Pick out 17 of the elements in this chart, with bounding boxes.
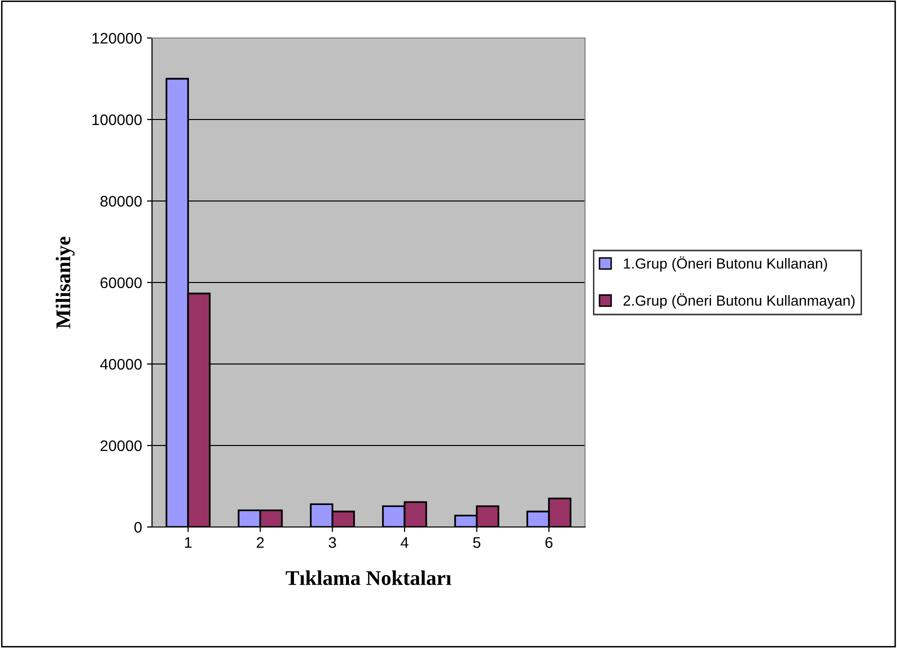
legend-label: 2.Grup (Öneri Butonu Kullanmayan) [624,293,855,309]
x-tick-label: 2 [256,537,264,548]
y-tick-label: 20000 [100,440,142,452]
y-tick-label: 40000 [100,358,142,370]
x-tick-label: 6 [545,537,552,548]
y-tick-label: 80000 [100,196,142,207]
x-tick-label: 3 [328,537,336,548]
y-tick-label: 100000 [92,114,142,126]
y-tick-label: 60000 [100,277,142,288]
x-axis-title: Tıklama Noktaları [286,570,452,586]
y-tick-label: 0 [134,522,142,533]
y-axis-title: Milisaniye [56,236,75,328]
x-tick-label: 1 [185,537,192,548]
x-tick-label: 5 [473,537,480,548]
x-tick-label: 4 [400,537,408,548]
legend-label: 1.Grup (Öneri Butonu Kullanan) [624,256,828,272]
y-tick-label: 120000 [92,32,142,44]
